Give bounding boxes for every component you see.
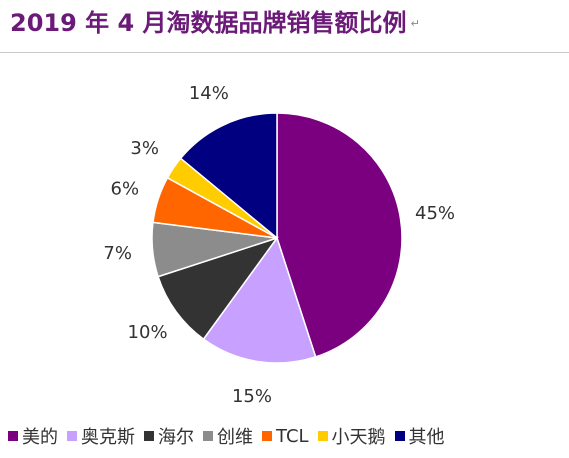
slice-label-1: 15% bbox=[232, 386, 272, 407]
pie-slice-1 bbox=[202, 236, 317, 364]
legend-swatch-5 bbox=[317, 431, 328, 441]
legend-swatch-6 bbox=[394, 431, 405, 441]
slice-label-0: 45% bbox=[415, 203, 455, 224]
legend-label-0: 美的 bbox=[22, 427, 58, 448]
legend-item-2: 海尔 bbox=[144, 423, 194, 449]
pie-slice-0 bbox=[276, 112, 403, 358]
slice-label-6: 14% bbox=[189, 83, 229, 104]
title-bar: 2019 年 4 月淘数据品牌销售额比例 ↵ bbox=[10, 6, 562, 41]
legend-item-1: 奥克斯 bbox=[67, 423, 135, 449]
legend-swatch-0 bbox=[8, 431, 18, 441]
legend-item-6: 其他 bbox=[394, 423, 445, 449]
legend-label-1: 奥克斯 bbox=[81, 427, 135, 448]
legend-swatch-2 bbox=[144, 431, 154, 441]
legend-swatch-4 bbox=[262, 431, 272, 441]
chart-title: 2019 年 4 月淘数据品牌销售额比例 ↵ bbox=[10, 9, 420, 37]
paragraph-mark-icon: ↵ bbox=[410, 17, 420, 30]
pie-chart: 45% 15% 10% 7% 6% 3% 14% bbox=[103, 83, 455, 407]
legend-label-6: 其他 bbox=[408, 427, 445, 448]
slice-label-2: 10% bbox=[128, 322, 168, 343]
legend-swatch-3 bbox=[203, 431, 213, 441]
legend-swatch-1 bbox=[67, 431, 77, 441]
chart-legend: 美的 奥克斯 海尔 创维 TCL 小天鹅 其他 bbox=[8, 422, 564, 450]
slice-label-3: 7% bbox=[103, 243, 132, 264]
pie-slice-6 bbox=[179, 112, 278, 240]
legend-label-4: TCL bbox=[276, 425, 309, 447]
legend-label-5: 小天鹅 bbox=[331, 427, 386, 448]
slice-label-5: 3% bbox=[130, 138, 159, 159]
legend-label-2: 海尔 bbox=[158, 427, 194, 448]
title-divider bbox=[0, 52, 569, 53]
legend-item-3: 创维 bbox=[203, 423, 253, 449]
legend-label-3: 创维 bbox=[217, 427, 253, 448]
pie-slice-2 bbox=[157, 236, 279, 341]
legend-item-5: 小天鹅 bbox=[317, 423, 386, 449]
legend-item-4: TCL bbox=[262, 426, 309, 447]
legend-item-0: 美的 bbox=[8, 423, 58, 449]
slice-label-4: 6% bbox=[111, 179, 140, 200]
